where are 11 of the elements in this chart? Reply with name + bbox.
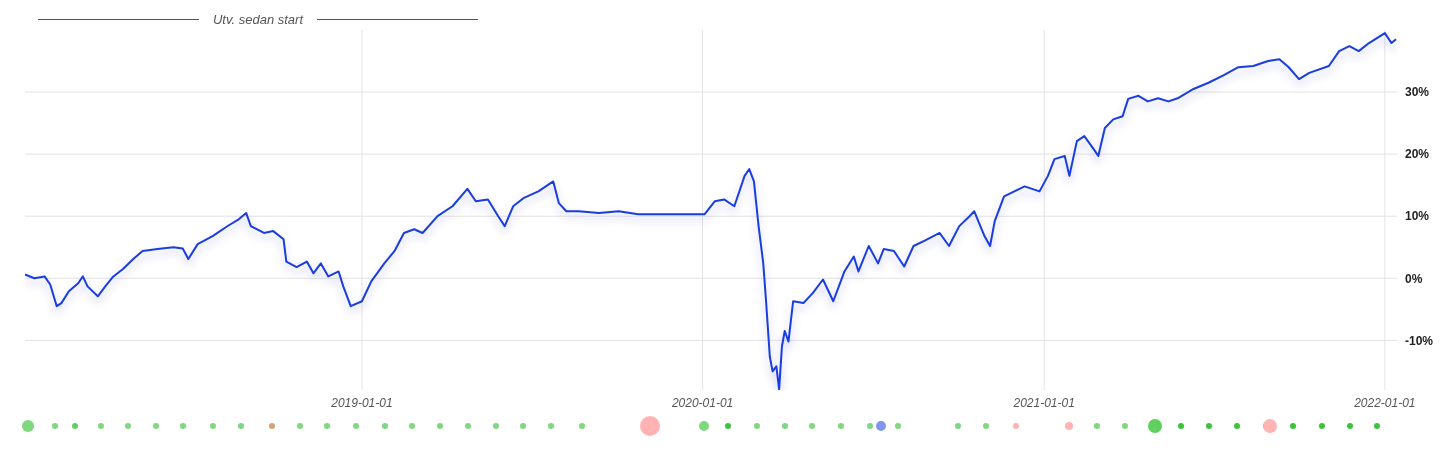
x-tick-label: 2019-01-01	[330, 395, 393, 410]
y-tick-label: 20%	[1405, 147, 1430, 162]
line-series	[25, 32, 1397, 390]
y-tick-label: 0%	[1405, 271, 1423, 286]
y-tick-label: -10%	[1405, 333, 1434, 348]
x-tick-label: 2020-01-01	[670, 395, 734, 410]
y-tick-label: 10%	[1405, 209, 1430, 224]
x-tick-label: 2021-01-01	[1012, 395, 1075, 410]
chart-title: Utv. sedan start	[211, 11, 305, 27]
x-tick-label: 2022-01-01	[1353, 395, 1416, 410]
y-tick-label: 30%	[1405, 85, 1430, 100]
